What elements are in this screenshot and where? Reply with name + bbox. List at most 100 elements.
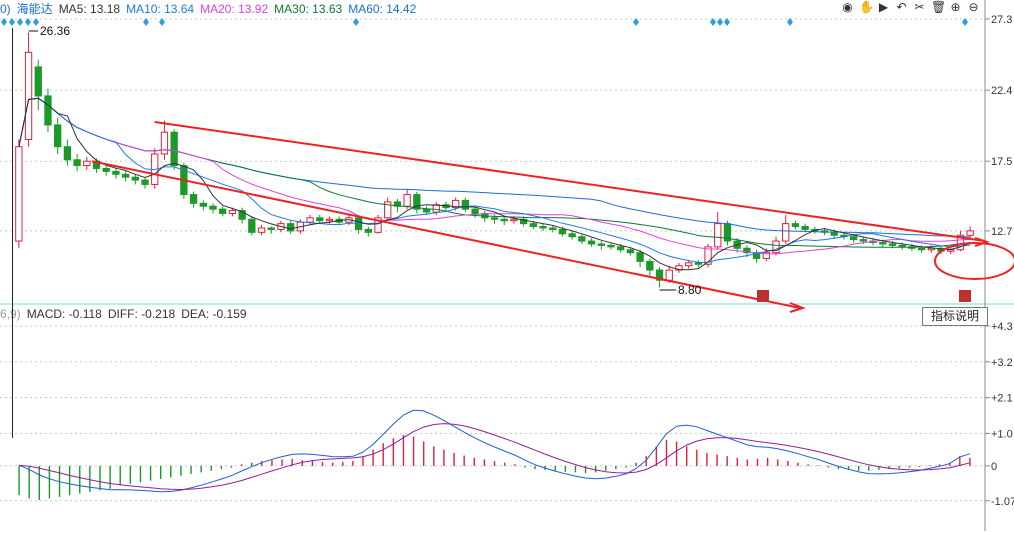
candle-body	[675, 265, 683, 271]
candle-body	[879, 241, 887, 245]
candle-body	[539, 226, 547, 229]
candle-body	[121, 173, 130, 178]
candle-body	[714, 223, 722, 248]
candle-body	[510, 218, 518, 222]
hand-icon[interactable]: ✋	[859, 0, 874, 14]
candle-body	[529, 223, 537, 228]
event-marker	[962, 18, 968, 26]
play-icon[interactable]: ▶	[878, 0, 889, 14]
candle-body	[791, 223, 800, 228]
candle-body	[73, 159, 81, 167]
candle-body	[801, 226, 809, 230]
candle-body	[607, 244, 615, 248]
zoom-out-icon[interactable]: ⊖	[968, 0, 979, 14]
event-marker	[724, 18, 730, 26]
high-price-label: 26.36	[40, 24, 70, 38]
legend-prefix: 0)	[0, 2, 11, 16]
macd-items: MACD: -0.118 DIFF: -0.218 DEA: -0.159	[27, 307, 253, 321]
left-panel-edge	[0, 28, 13, 438]
macd-tick-label: +4.3	[991, 321, 1013, 333]
ma-items: MA5: 13.18 MA10: 13.64 MA20: 13.92 MA30: 13…	[59, 2, 423, 16]
candle-body	[743, 247, 751, 254]
candle-body	[24, 51, 33, 140]
candle-body	[519, 218, 528, 225]
candle-body	[131, 176, 139, 181]
ma20-line	[18, 97, 971, 255]
event-marker	[1, 18, 7, 26]
event-marker	[25, 18, 31, 26]
candle-body	[267, 227, 275, 230]
candle-body	[859, 239, 868, 242]
indicator-help-tooltip[interactable]: 指标说明	[922, 307, 988, 326]
dea-line	[19, 423, 971, 491]
candle-body	[772, 240, 780, 254]
candle-body	[850, 236, 858, 241]
candle-body	[316, 217, 324, 222]
macd-legend-0: MACD: -0.118	[26, 307, 102, 321]
event-marker	[159, 18, 165, 26]
candle-body	[636, 252, 644, 262]
candle-body	[364, 228, 372, 233]
trendline-arrow-upper	[974, 237, 991, 247]
candle-body	[432, 204, 440, 213]
candle-body	[141, 179, 149, 185]
macd-tick-label: +3.2	[991, 357, 1013, 369]
trash-icon[interactable]: 🗑	[931, 0, 947, 14]
ma-legend-2: MA20: 13.92	[200, 2, 269, 16]
candle-body	[384, 201, 392, 219]
candle-body	[665, 269, 673, 281]
candle-body	[927, 247, 935, 251]
macd-tick-label: +1.0	[991, 428, 1013, 440]
candle-body	[63, 146, 72, 161]
event-marker	[710, 18, 716, 26]
candle-body	[413, 194, 421, 210]
candle-body	[694, 262, 703, 265]
event-marker	[787, 18, 793, 26]
candle-body	[248, 218, 256, 233]
candle-body	[471, 208, 479, 214]
upper-trendline	[154, 121, 986, 243]
candle-body	[578, 236, 586, 242]
ma30-line	[18, 97, 971, 248]
candle-body	[403, 194, 411, 207]
eye-icon[interactable]: ◉	[842, 0, 853, 14]
candle-body	[15, 146, 23, 242]
candle-body	[422, 208, 431, 213]
candle-body	[558, 228, 567, 235]
price-legend: 0) 海能达 MA5: 13.18 MA10: 13.64 MA20: 13.92 MA3…	[0, 1, 428, 17]
candle-body	[219, 208, 227, 214]
ma-legend-3: MA30: 13.63	[274, 2, 343, 16]
candle-body	[917, 247, 926, 251]
event-badge	[757, 290, 769, 302]
event-marker	[33, 18, 39, 26]
candle-body	[306, 217, 314, 223]
candle-body	[597, 243, 605, 246]
ma-legend-1: MA10: 13.64	[126, 2, 195, 16]
candle-body	[704, 246, 712, 265]
zoom-in-icon[interactable]: ⊕	[950, 0, 961, 14]
candle-body	[956, 234, 965, 251]
event-marker	[633, 18, 639, 26]
candle-body	[199, 202, 207, 207]
candle-body	[238, 210, 246, 220]
candle-body	[44, 95, 52, 126]
event-marker	[717, 18, 723, 26]
candle-body	[490, 217, 499, 220]
macd-legend-1: DIFF: -0.218	[107, 307, 176, 321]
low-price-label: 8.80	[678, 283, 702, 297]
scissors-icon[interactable]: ✂	[914, 0, 925, 14]
event-marker	[143, 18, 149, 26]
candle-body	[898, 244, 906, 248]
candle-body	[617, 246, 625, 251]
event-marker	[9, 18, 15, 26]
candle-body	[549, 227, 557, 230]
candle-body	[587, 240, 596, 245]
candle-body	[830, 231, 838, 236]
candle-body	[257, 227, 266, 233]
candle-body	[966, 230, 974, 236]
undo-icon[interactable]: ↶	[896, 0, 907, 14]
candle-body	[374, 217, 382, 233]
lower-trendline	[91, 160, 801, 309]
